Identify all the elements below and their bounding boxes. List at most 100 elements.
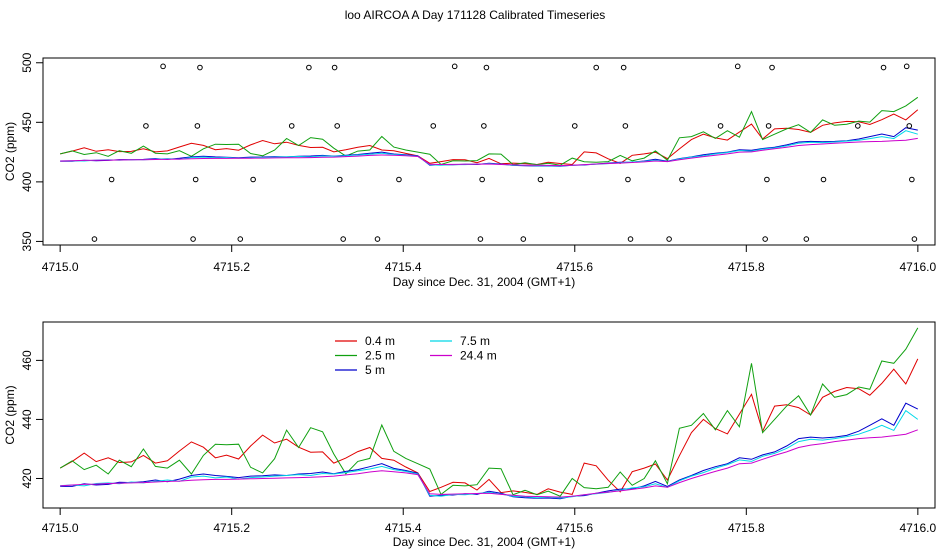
series-line-2-5-m bbox=[59, 327, 919, 497]
y-tick-label: 420 bbox=[20, 468, 34, 488]
calibration-point bbox=[903, 63, 910, 70]
x-tick-label: 4715.6 bbox=[556, 521, 593, 535]
series-line-24-4-m bbox=[60, 429, 918, 498]
y-axis: 350 400 450 500 CO2 (ppm) bbox=[3, 52, 43, 251]
x-tick-label: 4715.8 bbox=[728, 521, 765, 535]
calibration-point bbox=[306, 64, 312, 71]
legend-label: 0.4 m bbox=[365, 334, 395, 348]
x-tick-label: 4716.0 bbox=[899, 260, 936, 274]
calibration-point bbox=[160, 63, 166, 70]
y-axis-title: CO2 (ppm) bbox=[3, 122, 17, 181]
calibration-point bbox=[593, 64, 600, 71]
calibration-points bbox=[91, 63, 918, 242]
calibration-point bbox=[340, 236, 346, 242]
calibration-point bbox=[537, 176, 544, 183]
y-tick-label: 500 bbox=[20, 52, 34, 72]
x-axis: 4715.0 4715.2 4715.4 4715.6 4715.8 4716.0 Day … bbox=[42, 508, 937, 549]
y-tick-label: 450 bbox=[20, 112, 34, 132]
x-tick-label: 4715.6 bbox=[556, 260, 593, 274]
plot-frame bbox=[42, 57, 936, 246]
x-tick-label: 4715.8 bbox=[728, 260, 765, 274]
calibration-point bbox=[571, 123, 578, 129]
calibration-point bbox=[666, 236, 672, 242]
calibration-point bbox=[483, 64, 490, 71]
calibration-point bbox=[717, 123, 724, 129]
calibration-point bbox=[288, 123, 295, 129]
y-tick-label: 440 bbox=[20, 409, 34, 429]
calibration-point bbox=[190, 236, 196, 242]
calibration-point bbox=[625, 176, 631, 183]
series-line-0-4-m bbox=[60, 109, 919, 166]
legend-label: 7.5 m bbox=[460, 334, 490, 348]
calibration-point bbox=[451, 63, 458, 70]
series-line-7-5-m bbox=[60, 409, 919, 499]
calibration-point bbox=[769, 64, 775, 71]
calibration-point bbox=[250, 176, 256, 183]
calibration-point bbox=[620, 64, 627, 71]
calibration-point bbox=[192, 176, 199, 183]
calibration-point bbox=[520, 236, 527, 242]
calibration-point bbox=[820, 176, 827, 183]
y-axis-title: CO2 (ppm) bbox=[3, 385, 17, 444]
y-tick-label: 400 bbox=[20, 172, 34, 192]
calibration-point bbox=[336, 176, 343, 183]
x-tick-label: 4715.0 bbox=[42, 260, 79, 274]
calibration-point bbox=[880, 64, 887, 71]
calibration-point bbox=[627, 236, 634, 242]
legend-label: 5 m bbox=[365, 363, 385, 377]
calibration-point bbox=[91, 236, 98, 242]
calibration-point bbox=[197, 64, 203, 71]
calibration-point bbox=[911, 236, 918, 242]
series-group bbox=[60, 96, 919, 167]
series-line-24-4-m bbox=[60, 137, 918, 167]
legend: 0.4 m2.5 m5 m 7.5 m24.4 m bbox=[335, 334, 497, 377]
series-line-0-4-m bbox=[59, 358, 919, 495]
x-tick-label: 4716.0 bbox=[899, 521, 936, 535]
calibration-point bbox=[194, 123, 201, 129]
y-tick-label: 460 bbox=[20, 350, 34, 370]
calibration-point bbox=[803, 236, 810, 242]
y-axis: 420 440 460 CO2 (ppm) bbox=[3, 350, 43, 488]
x-tick-label: 4715.4 bbox=[385, 521, 422, 535]
x-axis: 4715.0 4715.2 4715.4 4715.6 4715.8 4716.0 Day … bbox=[42, 245, 937, 289]
x-tick-label: 4715.2 bbox=[213, 260, 250, 274]
plot-frame bbox=[42, 321, 936, 509]
calibration-point bbox=[331, 64, 338, 71]
panel-bottom: 4715.0 4715.2 4715.4 4715.6 4715.8 4716.0 Day … bbox=[3, 321, 937, 549]
calibration-point bbox=[906, 123, 913, 129]
calibration-point bbox=[108, 176, 115, 183]
calibration-point bbox=[477, 236, 484, 242]
calibration-point bbox=[396, 176, 402, 183]
legend-label: 2.5 m bbox=[365, 349, 395, 363]
series-line-2-5-m bbox=[60, 96, 919, 166]
calibration-point bbox=[334, 123, 340, 129]
x-tick-label: 4715.4 bbox=[385, 260, 422, 274]
series-group bbox=[59, 327, 919, 500]
x-axis-title: Day since Dec. 31, 2004 (GMT+1) bbox=[393, 275, 575, 289]
x-tick-label: 4715.2 bbox=[213, 521, 250, 535]
calibration-point bbox=[143, 123, 149, 129]
calibration-point bbox=[765, 123, 772, 129]
calibration-point bbox=[237, 236, 244, 242]
calibration-point bbox=[430, 123, 437, 129]
series-line-7-5-m bbox=[60, 130, 918, 167]
series-line-5-m bbox=[60, 402, 919, 500]
calibration-point bbox=[855, 123, 861, 129]
calibration-point bbox=[679, 176, 685, 183]
x-tick-label: 4715.0 bbox=[42, 521, 79, 535]
calibration-point bbox=[734, 63, 741, 70]
y-tick-label: 350 bbox=[20, 231, 34, 251]
calibration-point bbox=[622, 123, 629, 129]
calibration-point bbox=[764, 176, 770, 183]
calibration-point bbox=[762, 236, 768, 242]
calibration-point bbox=[479, 176, 485, 183]
figure-title: loo AIRCOA A Day 171128 Calibrated Times… bbox=[345, 8, 606, 22]
calibration-point bbox=[374, 236, 381, 242]
calibration-point bbox=[909, 176, 915, 183]
x-axis-title: Day since Dec. 31, 2004 (GMT+1) bbox=[393, 535, 575, 549]
calibration-point bbox=[481, 123, 487, 129]
panel-top: 4715.0 4715.2 4715.4 4715.6 4715.8 4716.0 Day … bbox=[3, 52, 937, 289]
legend-label: 24.4 m bbox=[460, 349, 497, 363]
